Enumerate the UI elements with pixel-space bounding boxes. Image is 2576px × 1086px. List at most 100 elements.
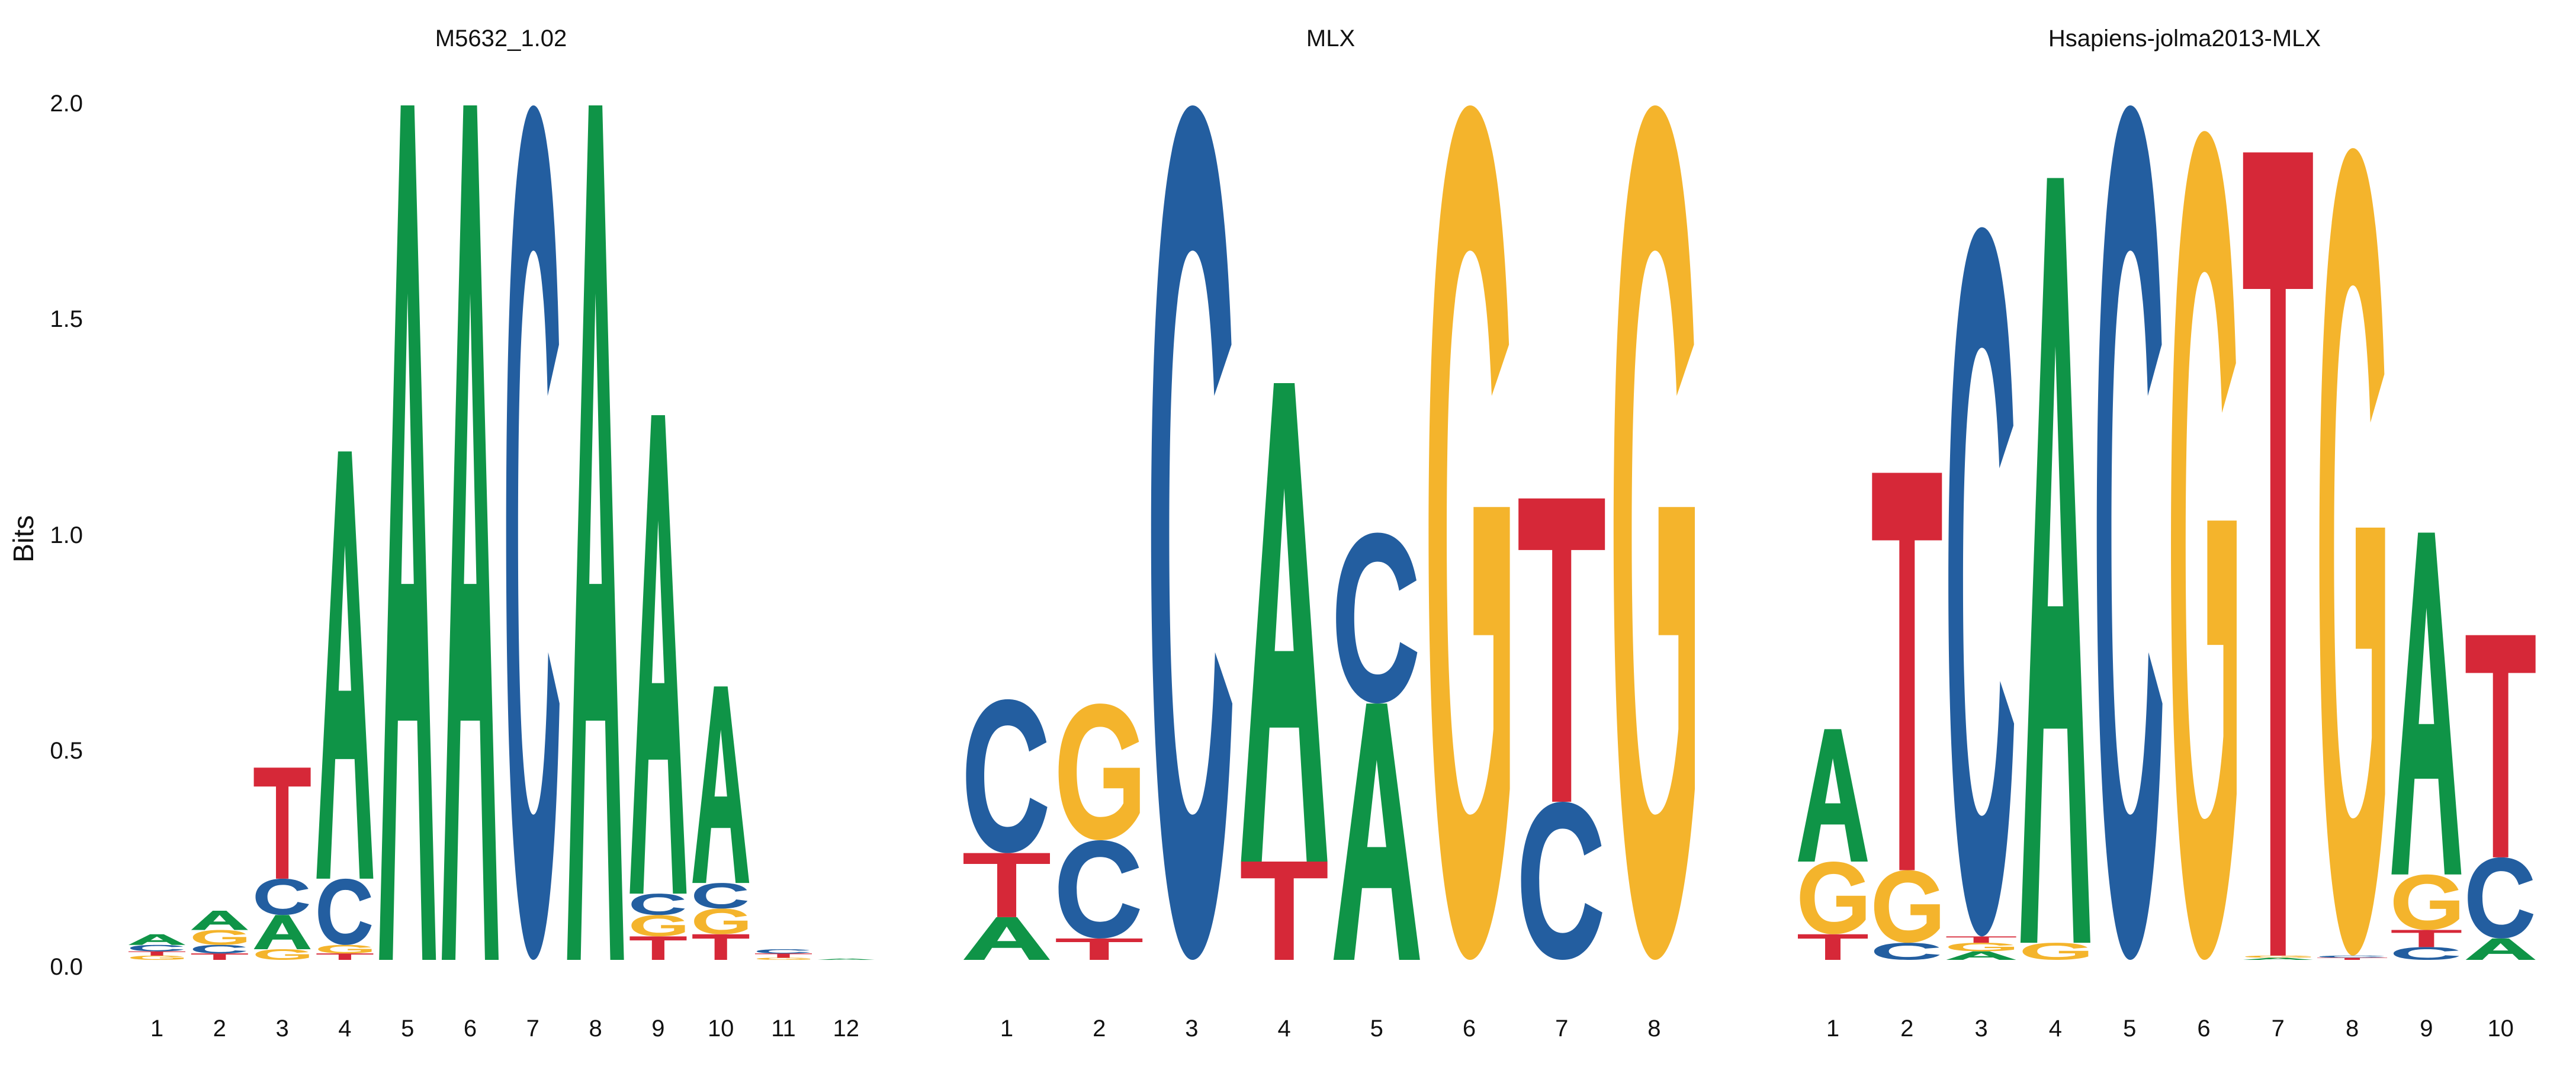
x-tick-label: 9 <box>651 1016 664 1042</box>
logo-letter-t-p9 <box>2391 930 2462 947</box>
x-tick-label: 5 <box>401 1016 414 1042</box>
logo-letter-a-p10 <box>692 686 750 883</box>
logo-letter-c-p11 <box>756 949 811 954</box>
panel-2-x-ticks: 1 2 3 4 5 6 7 8 <box>1000 1016 1661 1042</box>
panel-3-x-ticks: 1 2 3 4 5 6 7 8 9 10 <box>1826 1016 2514 1042</box>
logo-letter-t-p7 <box>2243 152 2313 956</box>
x-tick-label: 3 <box>275 1016 288 1042</box>
logo-letter-t-p4 <box>1241 862 1328 960</box>
x-tick-label: 10 <box>708 1016 734 1042</box>
logo-letter-a-p10 <box>2465 938 2536 960</box>
logo-letter-t-p8 <box>2317 958 2388 960</box>
logo-letter-a-p6 <box>442 105 499 960</box>
logo-letter-g-p9 <box>631 915 685 937</box>
logo-letter-t-p2 <box>1872 473 1942 870</box>
logo-letter-a-p4 <box>2020 178 2090 943</box>
logo-letter-a-p12 <box>817 958 875 960</box>
x-tick-label: 9 <box>2420 1016 2433 1042</box>
panel-1-title: M5632_1.02 <box>435 25 567 52</box>
x-tick-label: 6 <box>2197 1016 2210 1042</box>
logo-letter-t-p4 <box>316 953 374 960</box>
logo-letter-c-p2 <box>1874 943 1940 960</box>
logo-letter-a-p3 <box>1946 951 2016 960</box>
x-tick-label: 7 <box>526 1016 539 1042</box>
logo-letter-g-p11 <box>756 958 811 960</box>
x-tick-label: 3 <box>1185 1016 1198 1042</box>
logo-letter-t-p2 <box>1056 938 1143 960</box>
logo-letter-t-p10 <box>692 934 750 960</box>
logo-letter-c-p9 <box>2393 947 2459 960</box>
panel-2: MLX 1 2 3 4 5 6 7 8 <box>963 25 1695 1042</box>
y-tick-label-1: 0.5 <box>50 738 83 764</box>
panel-1-letters <box>129 105 875 960</box>
x-tick-label: 2 <box>213 1016 226 1042</box>
x-tick-label: 4 <box>1277 1016 1290 1042</box>
logo-letter-c-p5 <box>1336 532 1418 704</box>
y-tick-label-4: 2.0 <box>50 91 83 117</box>
panel-3-title: Hsapiens-jolma2013-MLX <box>2048 25 2321 52</box>
logo-letter-c-p8 <box>2319 955 2385 958</box>
x-tick-label: 7 <box>1555 1016 1568 1042</box>
logo-letter-t-p3 <box>1946 936 2016 943</box>
logo-letter-t-p1 <box>129 951 185 956</box>
x-tick-label: 3 <box>1974 1016 1987 1042</box>
x-tick-label: 1 <box>1826 1016 1839 1042</box>
logo-letter-a-p1 <box>129 934 185 945</box>
x-tick-label: 10 <box>2487 1016 2514 1042</box>
logo-letter-a-p5 <box>1333 703 1420 960</box>
panel-2-title: MLX <box>1306 25 1355 52</box>
logo-letter-g-p9 <box>2393 874 2459 930</box>
logo-letter-g-p8 <box>1613 105 1695 960</box>
logo-letter-g-p1 <box>1800 862 1866 934</box>
x-tick-label: 2 <box>1900 1016 1913 1042</box>
x-tick-label: 8 <box>2346 1016 2359 1042</box>
logo-letter-c-p10 <box>2468 857 2534 939</box>
logo-letter-g-p2 <box>1874 870 1940 943</box>
y-axis-label: Bits <box>8 515 40 563</box>
logo-letter-t-p1 <box>963 853 1050 917</box>
panel-1-x-ticks: 1 2 3 4 5 6 7 8 9 10 11 12 <box>150 1016 859 1042</box>
logo-letter-c-p4 <box>318 878 372 945</box>
logo-letter-t-p11 <box>755 953 812 958</box>
logo-letter-a-p3 <box>253 915 311 949</box>
logo-letter-c-p3 <box>1948 227 2015 937</box>
logo-letter-c-p7 <box>1521 802 1602 960</box>
x-tick-label: 5 <box>2123 1016 2136 1042</box>
logo-letter-g-p8 <box>2319 148 2385 956</box>
x-tick-label: 2 <box>1093 1016 1106 1042</box>
logo-letter-t-p9 <box>629 936 687 960</box>
x-tick-label: 11 <box>771 1016 796 1042</box>
logo-letter-c-p2 <box>192 944 246 954</box>
logo-letter-a-p1 <box>1798 729 1868 862</box>
logo-letter-t-p7 <box>1518 498 1605 802</box>
x-tick-label: 6 <box>1463 1016 1476 1042</box>
logo-letter-a-p4 <box>1241 383 1328 862</box>
logo-letter-g-p10 <box>694 908 748 934</box>
logo-letter-c-p5 <box>2096 105 2163 960</box>
x-tick-label: 1 <box>150 1016 163 1042</box>
x-tick-label: 5 <box>1370 1016 1383 1042</box>
logo-letter-g-p2 <box>192 930 246 945</box>
logo-letter-g-p1 <box>130 955 184 960</box>
panel-3: Hsapiens-jolma2013-MLX 1 2 3 4 5 6 7 8 9 10 <box>1798 25 2536 1042</box>
logo-letter-a-p5 <box>379 105 436 960</box>
logo-letter-c-p7 <box>506 105 560 960</box>
x-tick-label: 7 <box>2272 1016 2285 1042</box>
x-tick-label: 6 <box>464 1016 477 1042</box>
logo-letter-t-p2 <box>191 953 248 960</box>
logo-letter-c-p2 <box>1058 840 1140 939</box>
x-tick-label: 1 <box>1000 1016 1013 1042</box>
logo-letter-c-p9 <box>631 894 685 915</box>
logo-letter-g-p4 <box>2022 943 2089 960</box>
logo-letter-a-p9 <box>629 415 687 894</box>
logo-letter-c-p10 <box>694 883 748 909</box>
logo-letter-g-p6 <box>2171 131 2237 960</box>
logo-letter-a-p7 <box>2243 958 2313 960</box>
logo-letter-g-p4 <box>318 944 372 954</box>
y-tick-label-0: 0.0 <box>50 954 83 980</box>
logo-letter-a-p2 <box>191 911 248 930</box>
logo-letter-a-p8 <box>567 105 624 960</box>
